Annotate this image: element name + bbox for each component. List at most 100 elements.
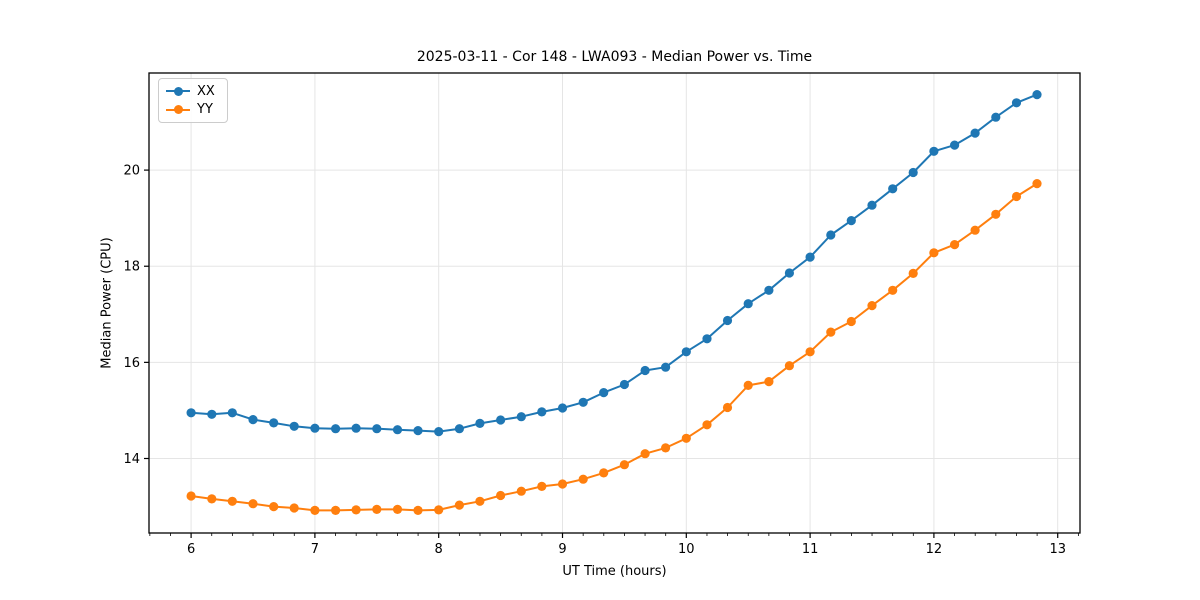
series-marker-yy <box>351 505 361 515</box>
series-marker-xx <box>392 425 403 435</box>
series-marker-xx <box>929 146 939 156</box>
series-marker-yy <box>867 301 877 311</box>
series-marker-yy <box>434 505 444 515</box>
series-marker-xx <box>702 334 712 344</box>
legend-label-yy: YY <box>197 102 213 118</box>
series-marker-xx <box>496 415 506 425</box>
series-line-xx <box>191 93 1038 433</box>
series-marker-xx <box>743 299 753 309</box>
series-marker-yy <box>888 285 898 295</box>
series-marker-xx <box>413 426 423 436</box>
series-marker-xx <box>434 427 444 437</box>
series-marker-yy <box>929 248 939 258</box>
series-marker-yy <box>289 503 299 513</box>
series-marker-yy <box>826 327 836 337</box>
series-marker-xx <box>867 200 877 210</box>
series-marker-yy <box>248 499 258 509</box>
legend-label-xx: XX <box>197 83 215 99</box>
series-marker-xx <box>227 408 237 418</box>
plot-border <box>148 72 1081 534</box>
series-marker-xx <box>764 285 774 295</box>
y-tick-label: 18 <box>123 260 140 275</box>
series-marker-yy <box>722 402 733 413</box>
series-marker-xx <box>372 424 382 434</box>
series-marker-xx <box>310 423 320 433</box>
x-tick-label: 9 <box>558 542 566 557</box>
series-marker-xx <box>908 167 918 178</box>
series-marker-xx <box>537 407 547 417</box>
series-marker-xx <box>784 268 795 278</box>
series-marker-xx <box>186 408 196 418</box>
series-marker-xx <box>681 347 691 357</box>
series-marker-xx <box>351 423 361 433</box>
series-marker-xx <box>846 216 856 226</box>
series-marker-xx <box>578 397 588 407</box>
chart-title: 2025-03-11 - Cor 148 - LWA093 - Median P… <box>416 49 813 65</box>
series-marker-xx <box>619 379 630 390</box>
series-line-yy <box>190 182 1038 512</box>
x-tick-label: 11 <box>802 542 819 557</box>
series-marker-yy <box>970 225 980 235</box>
series-marker-xx <box>289 421 299 431</box>
y-tick-label: 16 <box>123 356 140 371</box>
series-marker-yy <box>516 486 526 496</box>
series-marker-yy <box>805 347 815 357</box>
x-tick-label: 13 <box>1049 542 1066 557</box>
legend: XX YY <box>158 78 228 123</box>
x-tick-label: 7 <box>311 542 319 557</box>
series-marker-yy <box>846 316 856 327</box>
series-marker-xx <box>207 409 217 419</box>
series-marker-yy <box>331 505 341 515</box>
series-marker-yy <box>372 504 382 514</box>
series-marker-yy <box>619 460 630 470</box>
x-tick-label: 12 <box>926 542 943 557</box>
series-marker-yy <box>950 240 960 250</box>
series-marker-yy <box>1032 179 1042 189</box>
series-marker-yy <box>702 420 712 430</box>
x-tick-label: 6 <box>187 542 195 557</box>
legend-dot-swatch <box>173 105 183 115</box>
series-marker-yy <box>496 490 506 501</box>
series-marker-yy <box>557 479 568 489</box>
series-marker-xx <box>991 112 1001 122</box>
series-marker-yy <box>227 496 237 506</box>
series-marker-yy <box>991 209 1001 219</box>
series-marker-xx <box>599 388 609 398</box>
series-marker-xx <box>661 362 671 372</box>
series-marker-xx <box>475 418 485 428</box>
series-marker-xx <box>248 415 258 425</box>
series-marker-yy <box>413 505 423 515</box>
series-marker-yy <box>578 474 588 484</box>
series-marker-yy <box>743 380 753 390</box>
x-tick-label: 10 <box>678 542 695 557</box>
series-marker-xx <box>269 418 279 428</box>
series-marker-yy <box>764 377 774 387</box>
series-marker-yy <box>1011 191 1022 202</box>
series-marker-xx <box>1032 90 1042 100</box>
series-marker-yy <box>537 481 547 491</box>
x-axis-label: UT Time (hours) <box>562 564 667 579</box>
series-marker-yy <box>784 361 795 371</box>
series-marker-yy <box>599 468 609 478</box>
legend-marker-xx-icon <box>166 86 190 96</box>
series-marker-yy <box>475 496 485 506</box>
legend-marker-yy-icon <box>166 105 190 115</box>
series-marker-yy <box>454 500 464 510</box>
series-marker-yy <box>269 502 279 512</box>
series-marker-yy <box>310 505 320 515</box>
series-marker-yy <box>392 504 403 514</box>
y-axis-label: Median Power (CPU) <box>99 237 115 369</box>
series-marker-xx <box>1011 98 1022 108</box>
series-marker-xx <box>331 424 341 434</box>
series-marker-yy <box>681 433 691 443</box>
series-marker-xx <box>454 424 464 434</box>
series-marker-yy <box>908 268 918 278</box>
series-marker-xx <box>826 230 836 240</box>
y-tick-label: 20 <box>123 164 140 179</box>
y-tick-label: 14 <box>123 452 140 467</box>
series-marker-xx <box>557 403 568 413</box>
legend-entry-yy: YY <box>166 103 220 116</box>
legend-entry-xx: XX <box>166 85 220 98</box>
